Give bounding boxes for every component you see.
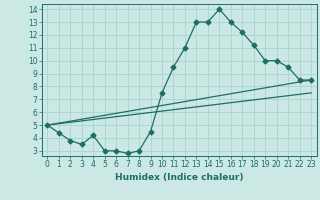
X-axis label: Humidex (Indice chaleur): Humidex (Indice chaleur) xyxy=(115,173,244,182)
